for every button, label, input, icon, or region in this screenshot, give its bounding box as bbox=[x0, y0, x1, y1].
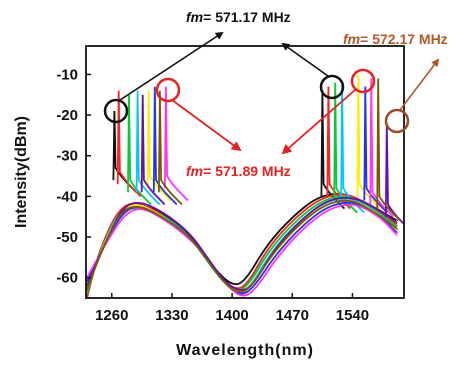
arrow-red-right bbox=[281, 89, 356, 155]
series-2-peak-0 bbox=[127, 94, 152, 206]
annotation-fm-572-17: fm= 572.17 MHz bbox=[343, 31, 448, 47]
series-6-peak-1 bbox=[369, 78, 394, 218]
marker-circle-black-right bbox=[319, 74, 345, 100]
series-5-peak-0 bbox=[152, 86, 178, 206]
plot-frame bbox=[85, 45, 405, 299]
marker-circle-black-left bbox=[103, 98, 129, 124]
marker-circle-red-left bbox=[155, 77, 181, 103]
annotation-fm-571-17: fm= 571.17 MHz bbox=[186, 9, 291, 25]
series-line-5 bbox=[86, 201, 399, 295]
annotation-fm-value: = 571.89 MHz bbox=[203, 163, 291, 179]
x-tick-label: 1330 bbox=[155, 307, 188, 324]
y-tick-label: -30 bbox=[56, 148, 78, 165]
ticks-layer: 1260 1330 1400 1470 1540 -10 -20 -30 -40 -50 -60 bbox=[56, 66, 369, 324]
series-5-peak-1 bbox=[363, 86, 388, 214]
arrow-black-right bbox=[281, 42, 329, 77]
arrow-brown bbox=[399, 58, 440, 111]
series-line-3 bbox=[86, 197, 399, 293]
series-layer bbox=[86, 74, 404, 298]
y-tick-label: -10 bbox=[56, 66, 78, 83]
arrow-black-left bbox=[119, 31, 224, 101]
y-axis-label: Intensity(dBm) bbox=[13, 116, 30, 228]
annotation-fm-symbol: fm bbox=[343, 31, 360, 47]
x-tick-label: 1470 bbox=[276, 307, 309, 324]
annotation-fm-symbol: fm bbox=[186, 9, 203, 25]
y-tick-label: -60 bbox=[56, 270, 78, 287]
y-tick-label: -40 bbox=[56, 188, 78, 205]
annotation-fm-symbol: fm bbox=[186, 163, 203, 179]
y-tick-label: -20 bbox=[56, 107, 78, 124]
x-tick-label: 1260 bbox=[95, 307, 128, 324]
annotation-fm-value: = 571.17 MHz bbox=[203, 9, 291, 25]
annotation-fm-571-89: fm= 571.89 MHz bbox=[186, 163, 291, 179]
y-tick-label: -50 bbox=[56, 229, 78, 246]
series-line-6 bbox=[86, 203, 398, 297]
series-8-peak-1 bbox=[376, 78, 401, 222]
series-3-peak-0 bbox=[135, 90, 161, 206]
series-1-peak-0 bbox=[116, 90, 142, 198]
marker-circle-red-right bbox=[350, 68, 376, 94]
series-6-peak-0 bbox=[164, 86, 189, 202]
x-tick-label: 1400 bbox=[215, 307, 248, 324]
series-8-peak-0 bbox=[158, 90, 183, 206]
series-3-peak-1 bbox=[340, 82, 365, 214]
x-tick-label: 1540 bbox=[336, 307, 369, 324]
x-axis-label: Wavelength(nm) bbox=[176, 342, 314, 359]
series-7-peak-0 bbox=[140, 94, 166, 206]
series-line-7 bbox=[86, 197, 398, 291]
arrow-red-left bbox=[171, 99, 242, 152]
marker-circle-brown bbox=[384, 108, 410, 134]
annotation-fm-value: = 572.17 MHz bbox=[360, 31, 448, 47]
series-line-8 bbox=[86, 199, 399, 293]
series-line-4 bbox=[86, 199, 398, 293]
